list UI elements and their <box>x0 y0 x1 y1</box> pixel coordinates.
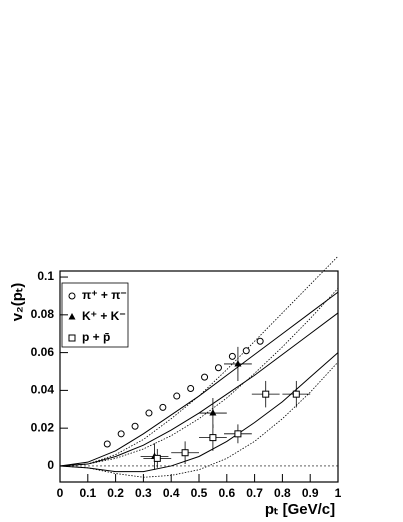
x-tick-label: 0.8 <box>274 486 291 500</box>
y-tick-label: 0 <box>47 458 54 472</box>
y-tick-label: 0.04 <box>31 383 55 397</box>
legend-label: K⁺ + K⁻ <box>82 309 126 323</box>
marker <box>117 430 125 438</box>
legend-marker <box>68 334 76 342</box>
x-tick-label: 0.6 <box>218 486 235 500</box>
y-tick-label: 0.06 <box>31 345 55 359</box>
x-axis-label: pₜ [GeV/c] <box>265 501 335 518</box>
legend-marker <box>68 313 76 320</box>
x-tick-label: 0.1 <box>79 486 96 500</box>
marker <box>292 390 300 398</box>
marker <box>187 384 195 392</box>
marker <box>262 390 270 398</box>
marker <box>242 347 250 355</box>
y-tick-label: 0.08 <box>31 307 55 321</box>
marker <box>214 364 222 372</box>
marker <box>256 337 264 345</box>
legend-label: p + p̄ <box>82 330 110 344</box>
marker <box>201 373 209 381</box>
marker <box>153 454 161 462</box>
y-tick-label: 0.1 <box>37 269 54 283</box>
x-tick-label: 0.4 <box>163 486 180 500</box>
marker <box>209 409 217 416</box>
marker <box>145 409 153 417</box>
x-tick-label: 1 <box>335 486 342 500</box>
model-curve <box>59 352 339 473</box>
marker <box>234 359 242 367</box>
legend-label: π⁺ + π⁻ <box>82 288 127 302</box>
marker <box>234 430 242 438</box>
y-axis-label: v₂(pₜ) <box>9 283 26 322</box>
x-tick-label: 0.2 <box>107 486 124 500</box>
marker <box>228 352 236 360</box>
marker <box>131 422 139 430</box>
y-tick-label: 0.02 <box>31 420 55 434</box>
x-tick-label: 0 <box>57 486 64 500</box>
marker <box>103 440 111 448</box>
marker <box>181 449 189 457</box>
x-tick-label: 0.5 <box>191 486 208 500</box>
model-curve <box>59 255 339 467</box>
marker <box>209 434 217 442</box>
x-tick-label: 0.7 <box>246 486 263 500</box>
x-tick-label: 0.3 <box>135 486 152 500</box>
marker <box>173 392 181 400</box>
legend-marker <box>68 292 76 300</box>
marker <box>159 403 167 411</box>
x-tick-label: 0.9 <box>302 486 319 500</box>
